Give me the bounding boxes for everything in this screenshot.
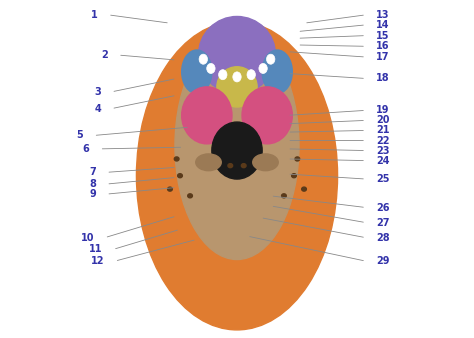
Ellipse shape xyxy=(233,72,241,82)
Text: 17: 17 xyxy=(376,52,390,62)
Ellipse shape xyxy=(282,194,286,198)
Text: 16: 16 xyxy=(376,41,390,51)
Text: 5: 5 xyxy=(77,130,83,141)
Ellipse shape xyxy=(242,87,292,144)
Text: 11: 11 xyxy=(90,244,103,255)
Text: 26: 26 xyxy=(376,202,390,213)
Text: 22: 22 xyxy=(376,136,390,145)
Text: 19: 19 xyxy=(376,105,390,115)
Text: 8: 8 xyxy=(89,179,96,189)
Text: 18: 18 xyxy=(376,73,390,83)
Ellipse shape xyxy=(228,164,233,168)
Ellipse shape xyxy=(137,22,337,330)
Ellipse shape xyxy=(207,64,215,73)
Ellipse shape xyxy=(174,157,179,161)
Text: 20: 20 xyxy=(376,115,390,125)
Text: 15: 15 xyxy=(376,30,390,41)
Ellipse shape xyxy=(295,157,300,161)
Ellipse shape xyxy=(253,154,278,171)
Text: 29: 29 xyxy=(376,256,390,266)
Text: 3: 3 xyxy=(94,87,101,97)
Text: 24: 24 xyxy=(376,155,390,166)
Ellipse shape xyxy=(168,187,173,191)
Ellipse shape xyxy=(292,174,296,178)
Text: 27: 27 xyxy=(376,218,390,227)
Ellipse shape xyxy=(175,31,299,260)
Ellipse shape xyxy=(247,70,255,80)
Text: 4: 4 xyxy=(94,104,101,114)
Ellipse shape xyxy=(241,164,246,168)
Text: 10: 10 xyxy=(81,233,94,243)
Ellipse shape xyxy=(219,70,227,80)
Ellipse shape xyxy=(188,194,192,198)
Ellipse shape xyxy=(266,54,275,64)
Ellipse shape xyxy=(217,67,257,107)
Ellipse shape xyxy=(182,87,232,144)
Text: 7: 7 xyxy=(90,167,96,177)
Text: 23: 23 xyxy=(376,146,390,155)
Text: 25: 25 xyxy=(376,174,390,184)
Ellipse shape xyxy=(199,54,208,64)
Text: 21: 21 xyxy=(376,125,390,136)
Ellipse shape xyxy=(196,154,221,171)
Text: 2: 2 xyxy=(101,50,108,60)
Text: 12: 12 xyxy=(91,256,105,266)
Ellipse shape xyxy=(178,174,182,178)
Ellipse shape xyxy=(259,64,267,73)
Text: 6: 6 xyxy=(83,144,90,154)
Text: 1: 1 xyxy=(91,10,98,20)
Ellipse shape xyxy=(262,50,292,94)
Text: 13: 13 xyxy=(376,10,390,20)
Text: 9: 9 xyxy=(90,189,96,199)
Ellipse shape xyxy=(199,17,275,94)
Ellipse shape xyxy=(212,122,262,179)
Text: 14: 14 xyxy=(376,20,390,30)
Text: 28: 28 xyxy=(376,233,390,243)
Ellipse shape xyxy=(182,50,212,94)
Ellipse shape xyxy=(301,187,306,191)
